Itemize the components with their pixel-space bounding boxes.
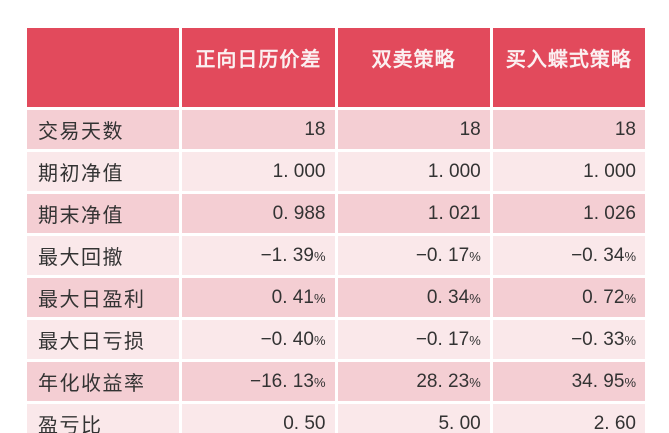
corner-header-cell — [27, 28, 180, 107]
header-cell-forward-calendar-spread: 正向日历价差 — [182, 28, 335, 107]
header-cell-buy-butterfly-strategy: 买入蝶式策略 — [492, 28, 645, 107]
cell-value: −0. 33% — [492, 320, 645, 359]
cell-value: −0. 17% — [337, 320, 490, 359]
header-cell-double-sell-strategy: 双卖策略 — [337, 28, 490, 107]
percent-sign: % — [624, 374, 636, 390]
percent-sign: % — [469, 248, 481, 264]
cell-value: 2. 60 — [492, 404, 645, 433]
table-row-trading-days: 交易天数 18 18 18 — [27, 110, 645, 149]
cell-value: 1. 026 — [492, 194, 645, 233]
percent-sign: % — [313, 332, 326, 348]
cell-value: 1. 021 — [337, 194, 490, 233]
cell-value: −0. 40% — [182, 320, 335, 359]
cell-value: −16. 13% — [182, 362, 335, 401]
cell-value: 18 — [182, 110, 335, 149]
row-label: 最大日盈利 — [27, 278, 180, 317]
cell-value: 28. 23% — [337, 362, 490, 401]
percent-sign: % — [313, 248, 326, 264]
header-row: 正向日历价差 双卖策略 买入蝶式策略 — [27, 28, 645, 107]
row-label: 期末净值 — [27, 194, 180, 233]
row-label: 最大日亏损 — [27, 320, 180, 359]
table-body: 交易天数 18 18 18 期初净值 1. 000 1. 000 1. 000 … — [27, 110, 645, 433]
table-row-max-drawdown: 最大回撤 −1. 39% −0. 17% −0. 34% — [27, 236, 645, 275]
row-label: 期初净值 — [27, 152, 180, 191]
cell-value: 0. 72% — [492, 278, 645, 317]
cell-value: 1. 000 — [492, 152, 645, 191]
strategy-comparison-table: 正向日历价差 双卖策略 买入蝶式策略 交易天数 18 18 18 期初净值 1.… — [24, 25, 648, 433]
cell-value: 34. 95% — [492, 362, 645, 401]
row-label: 最大回撤 — [27, 236, 180, 275]
table-row-max-daily-loss: 最大日亏损 −0. 40% −0. 17% −0. 33% — [27, 320, 645, 359]
cell-value: 18 — [492, 110, 645, 149]
percent-sign: % — [624, 248, 636, 264]
cell-value: 0. 41% — [182, 278, 335, 317]
table-row-max-daily-profit: 最大日盈利 0. 41% 0. 34% 0. 72% — [27, 278, 645, 317]
table-row-initial-nav: 期初净值 1. 000 1. 000 1. 000 — [27, 152, 645, 191]
percent-sign: % — [469, 332, 481, 348]
percent-sign: % — [624, 290, 636, 306]
cell-value: 0. 50 — [182, 404, 335, 433]
cell-value: −0. 17% — [337, 236, 490, 275]
table-row-final-nav: 期末净值 0. 988 1. 021 1. 026 — [27, 194, 645, 233]
cell-value: −0. 34% — [492, 236, 645, 275]
cell-value: 0. 34% — [337, 278, 490, 317]
cell-value: 1. 000 — [337, 152, 490, 191]
row-label: 盈亏比 — [27, 404, 180, 433]
row-label: 交易天数 — [27, 110, 180, 149]
percent-sign: % — [313, 290, 326, 306]
row-label: 年化收益率 — [27, 362, 180, 401]
cell-value: 5. 00 — [337, 404, 490, 433]
percent-sign: % — [469, 290, 481, 306]
percent-sign: % — [624, 332, 636, 348]
percent-sign: % — [469, 374, 481, 390]
table-row-profit-loss-ratio: 盈亏比 0. 50 5. 00 2. 60 — [27, 404, 645, 433]
cell-value: −1. 39% — [182, 236, 335, 275]
table-header: 正向日历价差 双卖策略 买入蝶式策略 — [27, 28, 645, 107]
table-row-annualized-return: 年化收益率 −16. 13% 28. 23% 34. 95% — [27, 362, 645, 401]
cell-value: 18 — [337, 110, 490, 149]
cell-value: 1. 000 — [182, 152, 335, 191]
percent-sign: % — [313, 374, 326, 390]
cell-value: 0. 988 — [182, 194, 335, 233]
